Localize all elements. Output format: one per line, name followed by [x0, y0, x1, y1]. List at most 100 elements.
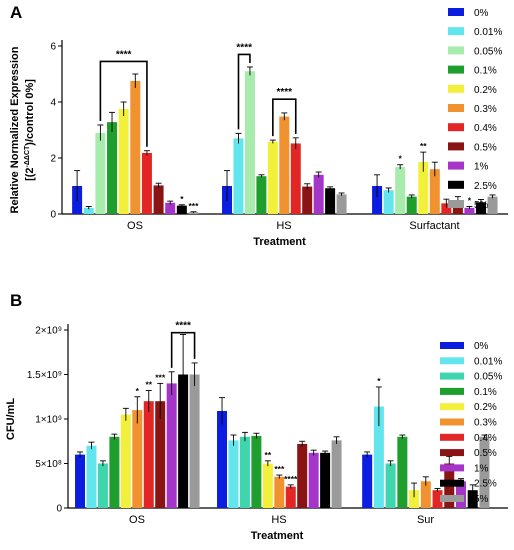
y-axis-title-part: )/control 0%]: [24, 79, 36, 146]
legend-label: 0%: [474, 341, 489, 352]
bar: [409, 490, 420, 508]
bar: [155, 401, 166, 508]
bar: [141, 152, 152, 214]
legend-swatch: [448, 27, 464, 36]
legend-swatch: [440, 357, 464, 365]
bar: [395, 166, 406, 214]
bar: [262, 463, 273, 508]
bar: [165, 202, 176, 214]
y-tick-label: 6: [50, 42, 56, 53]
bar: [418, 161, 429, 214]
category-label: HS: [271, 514, 286, 526]
bar: [313, 174, 324, 214]
significance-bracket: [170, 331, 196, 368]
bar: [464, 207, 475, 214]
bar: [95, 132, 106, 214]
legend-swatch: [440, 418, 464, 426]
category-label: HS: [276, 220, 291, 232]
bar: [217, 410, 228, 508]
bar: [397, 436, 408, 508]
x-axis-title: Treatment: [251, 530, 304, 542]
category-label: OS: [129, 514, 145, 526]
significance-bracket: [272, 98, 297, 137]
y-tick-label: 2×10⁹: [35, 326, 62, 337]
significance-mark: ****: [284, 474, 298, 484]
category-label: Surfactant: [409, 220, 459, 232]
bracket-label: ****: [277, 87, 293, 98]
y-tick-label: 1×10⁹: [35, 415, 62, 426]
bar: [455, 481, 466, 508]
bar: [75, 454, 86, 508]
legend-swatch: [440, 342, 464, 349]
x-axis-title: Treatment: [253, 236, 306, 248]
bar: [467, 490, 478, 508]
bar: [153, 185, 164, 214]
bar: [166, 383, 177, 508]
bracket-label: ****: [175, 321, 191, 332]
legend-swatch: [448, 84, 464, 93]
legend-label: 0.4%: [474, 123, 497, 134]
bar: [176, 205, 187, 214]
legend-label: 0.3%: [474, 418, 497, 429]
significance-mark: ***: [155, 372, 166, 382]
legend-swatch: [440, 479, 464, 487]
bar: [420, 481, 431, 508]
y-tick-label: 0: [50, 210, 56, 221]
bar: [372, 186, 383, 214]
bar: [274, 476, 285, 508]
bar: [325, 188, 336, 214]
bar: [487, 196, 498, 214]
bar: [285, 486, 296, 508]
category-label: Sur: [417, 514, 434, 526]
bar: [239, 436, 250, 508]
legend-swatch: [448, 123, 464, 132]
bar: [143, 401, 154, 508]
legend-swatch: [440, 495, 464, 502]
bar: [251, 435, 262, 508]
bar: [132, 410, 143, 508]
legend-swatch: [440, 372, 464, 380]
significance-mark: ***: [274, 464, 285, 474]
legend-label: 5%: [474, 200, 489, 211]
legend-label: 0.05%: [474, 46, 502, 57]
legend-label: 1%: [474, 463, 489, 474]
bar: [83, 207, 94, 214]
y-tick-label: 0: [56, 504, 62, 515]
bar: [373, 406, 384, 508]
bar: [109, 436, 120, 508]
legend-swatch: [440, 464, 464, 472]
legend-label: 0%: [474, 8, 489, 19]
legend-label: 0.1%: [474, 66, 497, 77]
legend-swatch: [448, 104, 464, 112]
significance-mark: **: [265, 450, 272, 460]
bar: [385, 463, 396, 508]
significance-mark: ***: [189, 201, 200, 211]
y-tick-label: 1.5×10⁹: [27, 370, 62, 381]
bar: [429, 169, 440, 214]
legend-label: 1%: [474, 162, 489, 173]
legend-swatch: [440, 433, 464, 441]
bar: [406, 196, 417, 214]
legend-label: 0.2%: [474, 85, 497, 96]
bar: [362, 454, 373, 508]
bar: [320, 452, 331, 508]
bar: [297, 443, 308, 508]
legend-swatch: [440, 449, 464, 457]
y-tick-label: 2: [50, 154, 56, 165]
panel-b-letter: B: [10, 291, 22, 310]
bar: [86, 445, 97, 508]
bar: [244, 71, 255, 214]
y-axis-title-line1: Relative Normalized Expression: [9, 46, 21, 213]
bar: [233, 138, 244, 214]
bar: [256, 176, 267, 214]
bar: [383, 190, 394, 214]
y-tick-label: 4: [50, 98, 56, 109]
bar: [302, 186, 313, 214]
legend-label: 2.5%: [474, 181, 497, 192]
bar: [290, 143, 301, 214]
legend-label: 0.5%: [474, 448, 497, 459]
legend-label: 0.05%: [474, 372, 502, 383]
bar: [279, 116, 290, 214]
legend-label: 0.01%: [474, 27, 502, 38]
